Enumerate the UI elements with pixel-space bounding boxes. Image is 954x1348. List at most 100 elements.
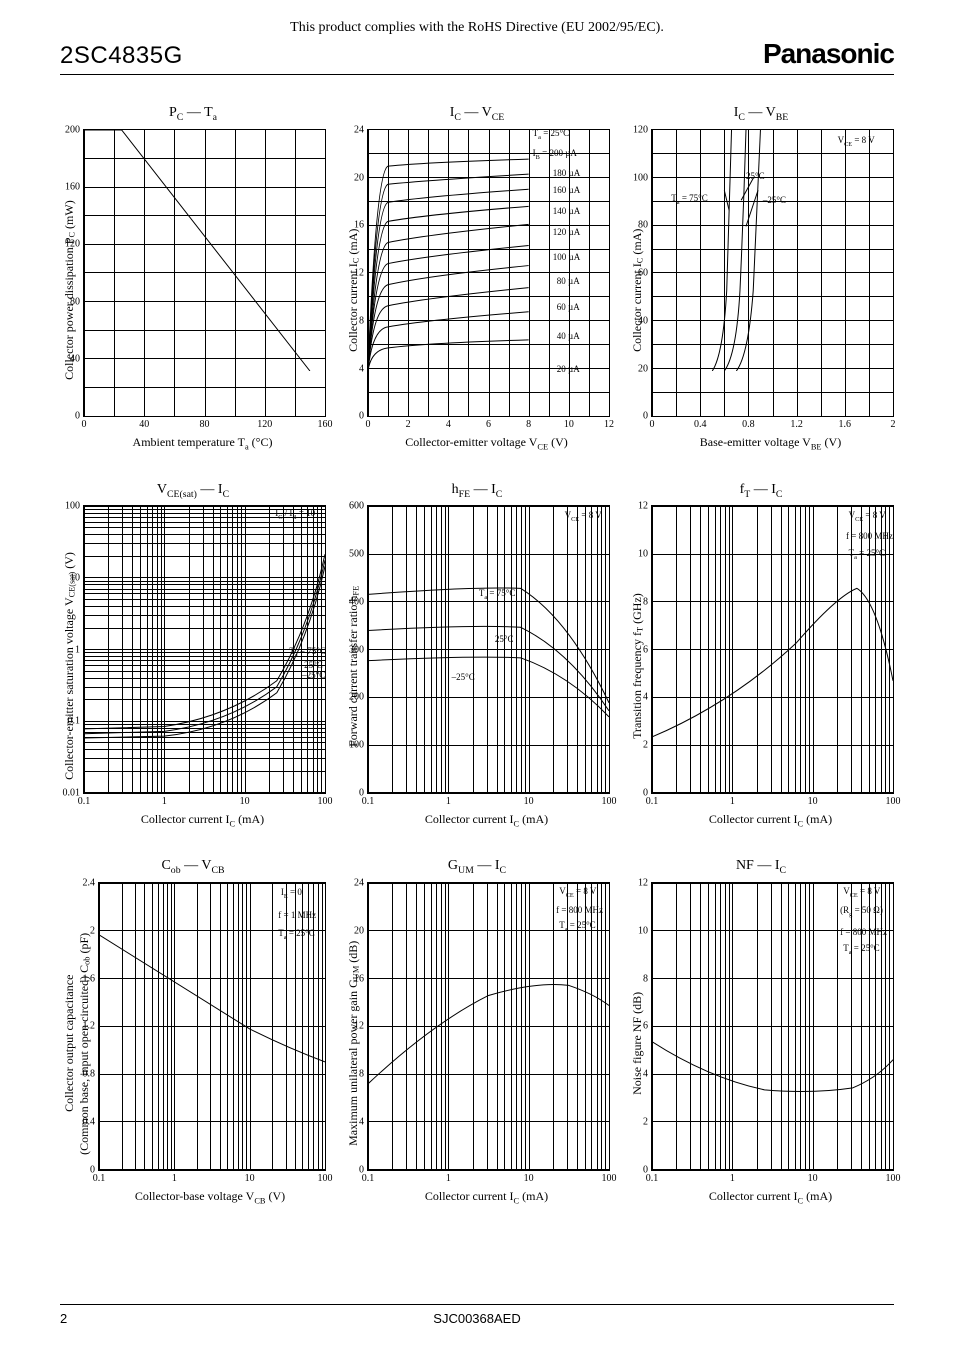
document-code: SJC00368AED [433,1311,520,1326]
page-number: 2 [60,1311,67,1326]
y-tick: 0 [359,411,364,422]
x-tick: 10 [240,796,250,807]
x-tick: 1.6 [839,419,852,430]
y-tick: 12 [638,501,648,512]
x-tick: 1 [162,796,167,807]
plot-area: 0.11101000100200300400500600VCE = 8 VTa … [367,505,610,793]
x-tick: 100 [318,1173,333,1184]
x-axis-label: Collector-emitter voltage VCE (V) [363,435,610,451]
footer: 2 SJC00368AED [60,1304,894,1326]
plot-area: 00.40.81.21.62020406080100120VCE = 8 V25… [651,129,894,417]
y-tick: 1.2 [83,1021,96,1032]
chart-gum_ic: GUM — ICMaximum unilateral power gain GU… [344,858,610,1205]
x-tick: 1 [730,1173,735,1184]
chart-grid: PC — Ta Collector power dissipation PC (m… [60,105,894,1205]
y-tick: 120 [65,239,80,250]
chart-title: fT — IC [740,482,783,500]
x-tick: 80 [200,419,210,430]
y-tick: 0 [643,411,648,422]
x-tick: 10 [524,1173,534,1184]
x-axis-label: Collector current IC (mA) [647,1189,894,1205]
chart-ic_vce: IC — VCECollector current IC (mA)0246810… [344,105,610,452]
x-axis-label: Base-emitter voltage VBE (V) [647,435,894,451]
chart-title: hFE — IC [452,482,503,500]
y-tick: 40 [638,315,648,326]
chart-title: PC — Ta [169,105,217,123]
y-tick: 0 [359,787,364,798]
y-axis-label: Collector-emitter saturation voltage VCE… [60,505,79,828]
x-tick: 1 [446,1173,451,1184]
chart-title: IC — VBE [734,105,789,123]
y-tick: 20 [354,925,364,936]
y-tick: 16 [354,973,364,984]
y-tick: 0 [75,411,80,422]
x-tick: 160 [318,419,333,430]
y-tick: 160 [65,182,80,193]
y-tick: 60 [638,268,648,279]
x-tick: 120 [257,419,272,430]
chart-ic_vbe: IC — VBECollector current IC (mA)00.40.8… [628,105,894,452]
x-tick: 0.4 [694,419,707,430]
y-tick: 10 [638,549,648,560]
plot-area: 0.1110100024681012VCE = 8 V(Rg = 50 Ω)f … [651,882,894,1170]
y-tick: 16 [354,220,364,231]
x-tick: 4 [446,419,451,430]
x-tick: 100 [602,1173,617,1184]
y-tick: 8 [643,973,648,984]
chart-title: NF — IC [736,858,786,876]
x-tick: 100 [886,1173,901,1184]
y-tick: 4 [643,692,648,703]
y-tick: 600 [349,501,364,512]
y-tick: 12 [638,878,648,889]
x-tick: 10 [524,796,534,807]
chart-title: IC — VCE [450,105,505,123]
y-tick: 100 [349,740,364,751]
plot-area: 02468101204812162024Ta = 25°CIB = 200 µA… [367,129,610,417]
x-tick: 0.8 [742,419,755,430]
chart-hfe_ic: hFE — ICForward current transfer ratio h… [344,482,610,829]
x-axis-label: Collector current IC (mA) [363,812,610,828]
x-tick: 100 [886,796,901,807]
y-tick: 200 [349,692,364,703]
y-axis-label: Collector power dissipation PC (mW) [60,129,79,452]
chart-nf_ic: NF — ICNoise figure NF (dB)0.11101000246… [628,858,894,1205]
chart-pc_ta: PC — Ta Collector power dissipation PC (m… [60,105,326,452]
x-tick: 1 [172,1173,177,1184]
y-tick: 0 [90,1164,95,1175]
y-tick: 0.01 [63,787,81,798]
y-tick: 0.1 [68,716,81,727]
plot-area: 0.111010000.40.81.21.622.4IE = 0f = 1 MH… [98,882,326,1170]
x-axis-label: Collector-base voltage VCB (V) [94,1189,326,1205]
x-tick: 1 [730,796,735,807]
x-tick: 1 [446,796,451,807]
y-tick: 100 [65,501,80,512]
x-tick: 0 [366,419,371,430]
y-tick: 0.4 [83,1116,96,1127]
y-tick: 2.4 [83,878,96,889]
y-tick: 12 [354,268,364,279]
x-axis-label: Ambient temperature Ta (°C) [79,435,326,451]
y-tick: 40 [70,353,80,364]
x-tick: 100 [318,796,333,807]
y-tick: 6 [643,1021,648,1032]
y-tick: 20 [638,363,648,374]
y-tick: 10 [70,573,80,584]
y-tick: 12 [354,1021,364,1032]
x-tick: 10 [245,1173,255,1184]
y-tick: 0 [643,787,648,798]
y-tick: 120 [633,124,648,135]
y-tick: 24 [354,878,364,889]
y-tick: 8 [643,596,648,607]
x-tick: 10 [808,1173,818,1184]
x-axis-label: Collector current IC (mA) [363,1189,610,1205]
y-tick: 8 [359,1069,364,1080]
y-tick: 0.8 [83,1069,96,1080]
plot-area: 0.111010004812162024VCE = 8 Vf = 800 MHz… [367,882,610,1170]
brand-logo: Panasonic [763,38,894,70]
y-tick: 4 [359,363,364,374]
chart-ft_ic: fT — ICTransition frequency fT (GHz)0.11… [628,482,894,829]
chart-cob_vcb: Cob — VCBCollector output capacitance(Co… [60,858,326,1205]
y-tick: 24 [354,124,364,135]
plot-area: 0408012016004080120160200 [83,129,326,417]
chart-title: GUM — IC [448,858,506,876]
